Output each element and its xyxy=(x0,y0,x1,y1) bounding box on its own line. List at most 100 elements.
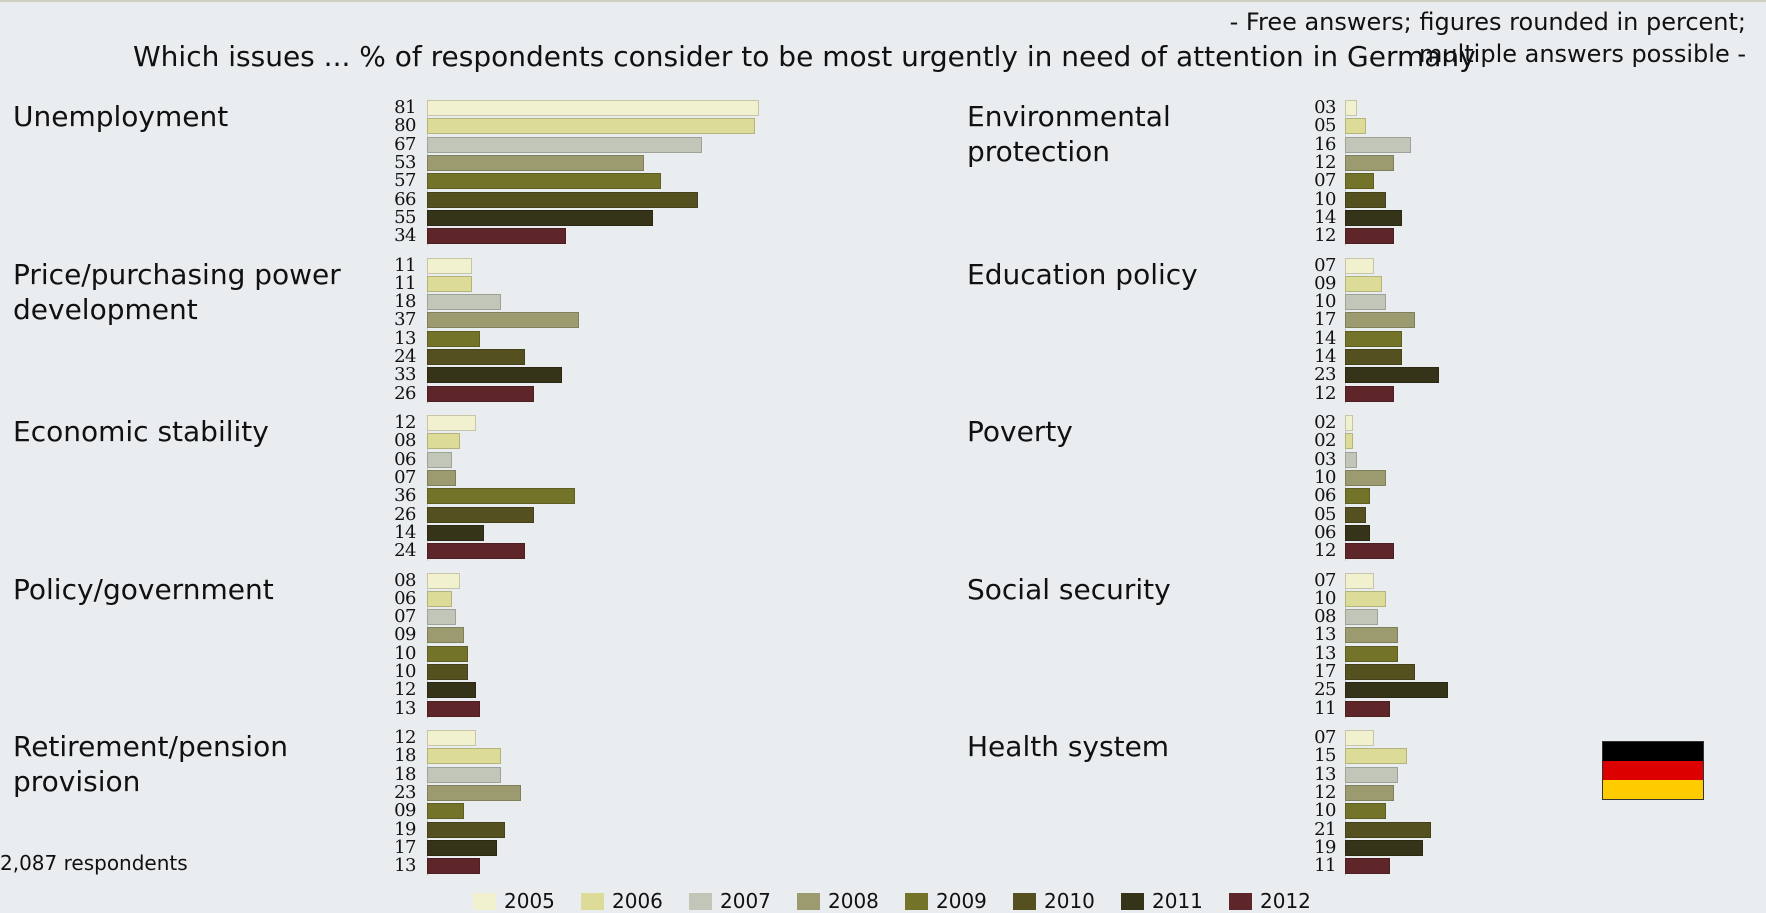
flag-stripe-black xyxy=(1603,742,1703,761)
data-label: 23 xyxy=(394,781,416,803)
bar-2011 xyxy=(427,367,563,384)
bar-2006 xyxy=(1345,275,1382,292)
data-label: 07 xyxy=(1314,170,1336,192)
value-labels: 07 15 13 12 10 21 19 11 xyxy=(1306,729,1336,876)
data-label: 07 xyxy=(394,606,416,628)
bar-2010 xyxy=(427,506,534,523)
data-label: 17 xyxy=(1314,309,1336,331)
bar-2008 xyxy=(1345,154,1395,171)
legend-swatch xyxy=(1013,892,1036,910)
data-label: 13 xyxy=(394,855,416,877)
data-label: 14 xyxy=(394,521,416,543)
bar-2007 xyxy=(427,609,456,626)
data-label: 10 xyxy=(1314,291,1336,313)
data-label: 17 xyxy=(1314,661,1336,682)
data-label: 03 xyxy=(1314,97,1336,118)
bar-2005 xyxy=(1345,572,1374,589)
legend-label: 2009 xyxy=(936,889,987,913)
data-label: 66 xyxy=(394,188,416,210)
data-label: 53 xyxy=(394,151,416,173)
bar-2009 xyxy=(427,803,464,820)
footnote-note: - Free answers; figures rounded in perce… xyxy=(1230,6,1746,70)
bar-2005 xyxy=(427,572,460,589)
data-label: 16 xyxy=(1314,133,1336,155)
bar-2009 xyxy=(427,173,661,190)
data-label: 24 xyxy=(394,346,416,367)
data-label: 09 xyxy=(394,800,416,822)
legend-swatch xyxy=(581,892,604,910)
legend-item: 2008 xyxy=(797,889,905,913)
legend-item: 2011 xyxy=(1121,889,1229,913)
data-label: 14 xyxy=(1314,206,1336,228)
legend-label: 2007 xyxy=(720,889,771,913)
bar-2008 xyxy=(1345,312,1415,329)
bar-2007 xyxy=(427,136,702,153)
bar-2008 xyxy=(427,627,464,644)
data-label: 02 xyxy=(1314,412,1336,433)
bar-2006 xyxy=(427,748,501,765)
bar-2006 xyxy=(427,590,452,607)
data-label: 15 xyxy=(1314,745,1336,767)
bar-2006 xyxy=(1345,433,1354,450)
data-label: 36 xyxy=(394,485,416,507)
bar-2006 xyxy=(427,275,473,292)
category-label: Education policy xyxy=(967,257,1198,291)
bar-2011 xyxy=(1345,367,1440,384)
data-label: 02 xyxy=(1314,430,1336,452)
data-label: 17 xyxy=(394,836,416,858)
legend-item: 2007 xyxy=(689,889,797,913)
category-label: Environmental protection xyxy=(967,100,1171,168)
bar-2009 xyxy=(427,330,481,347)
bar-2006 xyxy=(427,118,755,135)
note-line-1: - Free answers; figures rounded in perce… xyxy=(1229,8,1746,36)
bar-2007 xyxy=(427,766,501,783)
data-label: 13 xyxy=(1314,763,1336,785)
data-label: 26 xyxy=(394,382,416,404)
data-label: 12 xyxy=(1314,151,1336,173)
legend-swatch xyxy=(797,892,820,910)
data-label: 14 xyxy=(1314,346,1336,367)
value-labels: 81 80 67 53 57 66 55 34 xyxy=(386,99,416,246)
bar-2012 xyxy=(427,858,481,875)
bar-2009 xyxy=(427,488,575,505)
bar-2007 xyxy=(1345,451,1358,468)
legend-label: 2006 xyxy=(612,889,663,913)
bar-2010 xyxy=(427,191,698,208)
legend-label: 2008 xyxy=(828,889,879,913)
data-label: 11 xyxy=(1314,697,1336,719)
legend-label: 2011 xyxy=(1152,889,1203,913)
category-label: Economic stability xyxy=(13,415,269,448)
bar-2011 xyxy=(427,682,477,699)
bar-2008 xyxy=(427,154,645,171)
data-label: 57 xyxy=(394,170,416,192)
value-labels: 07 09 10 17 14 14 23 12 xyxy=(1306,254,1336,404)
bar-2011 xyxy=(1345,682,1448,699)
data-label: 06 xyxy=(1314,521,1336,543)
data-label: 13 xyxy=(1314,624,1336,646)
category-label: Retirement/pension provision xyxy=(13,730,288,798)
bar-2005 xyxy=(1345,257,1374,274)
bar-2005 xyxy=(427,415,477,431)
data-label: 03 xyxy=(1314,448,1336,470)
data-label: 80 xyxy=(394,115,416,137)
data-label: 07 xyxy=(1314,569,1336,591)
bar-2010 xyxy=(1345,349,1403,365)
data-label: 06 xyxy=(1314,485,1336,507)
data-label: 12 xyxy=(1314,540,1336,562)
data-label: 10 xyxy=(1314,466,1336,488)
bar-2009 xyxy=(1345,488,1370,505)
bar-2007 xyxy=(1345,609,1378,626)
data-label: 08 xyxy=(394,569,416,591)
bar-2007 xyxy=(427,294,501,311)
top-border xyxy=(0,0,1766,2)
bar-2005 xyxy=(427,730,477,746)
data-label: 07 xyxy=(1314,254,1336,276)
bar-2005 xyxy=(427,100,760,116)
category-label: Social security xyxy=(967,572,1171,606)
legend-swatch xyxy=(1229,892,1252,910)
data-label: 06 xyxy=(394,587,416,609)
bar-2012 xyxy=(1345,700,1391,717)
bar-2005 xyxy=(427,257,473,274)
legend-label: 2010 xyxy=(1044,889,1095,913)
bar-2011 xyxy=(1345,209,1403,226)
